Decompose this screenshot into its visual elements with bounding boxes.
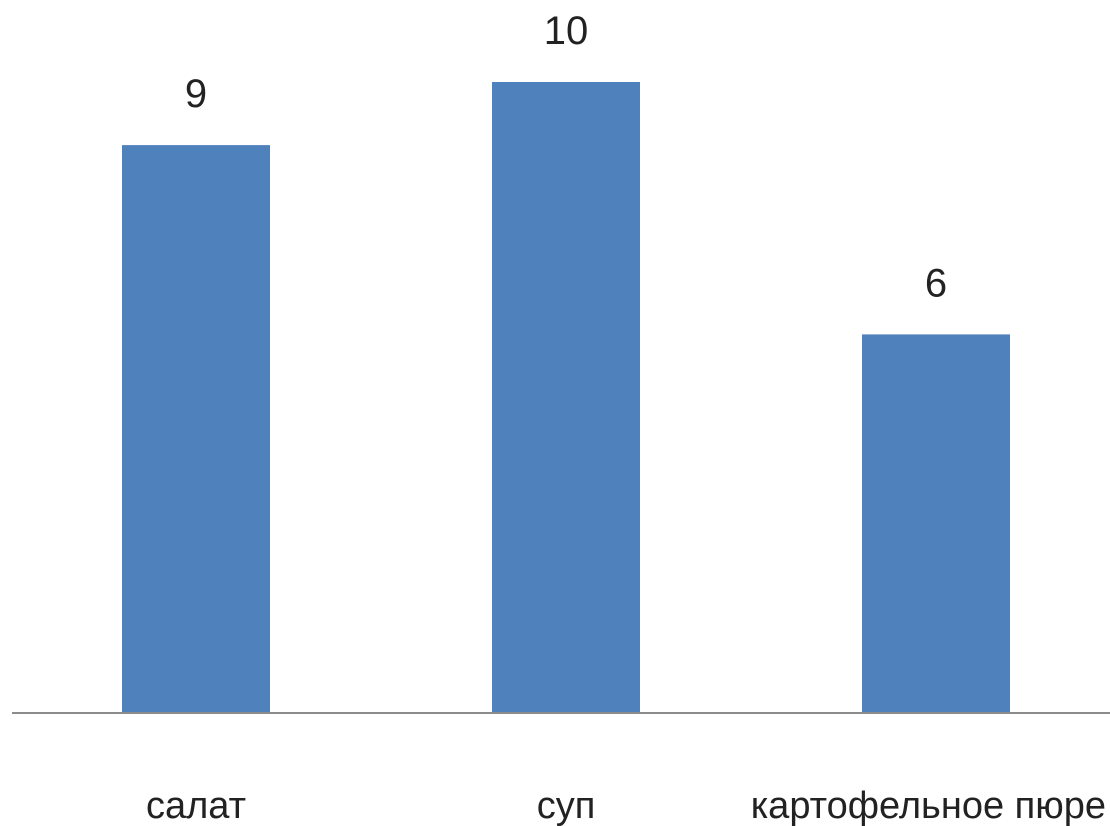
data-labels-layer: 9 10 6 <box>185 9 947 305</box>
bar-2 <box>862 334 1010 713</box>
x-tick-labels-layer: салат суп картофельное пюре <box>146 785 1106 826</box>
data-label-2: 6 <box>925 261 947 305</box>
x-tick-label-1: суп <box>537 785 596 826</box>
bar-1 <box>492 82 640 713</box>
x-tick-label-0: салат <box>146 785 246 826</box>
data-label-1: 10 <box>544 9 589 53</box>
data-label-0: 9 <box>185 72 207 116</box>
x-tick-label-2: картофельное пюре <box>751 785 1106 826</box>
bar-0 <box>122 145 270 714</box>
bars-layer <box>122 82 1010 714</box>
